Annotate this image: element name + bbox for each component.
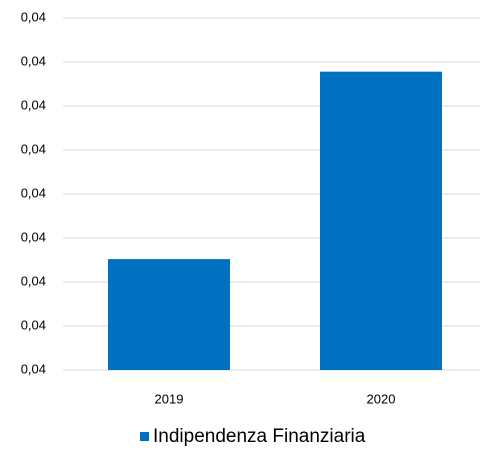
y-tick-label: 0,04 — [21, 9, 46, 24]
y-tick-label: 0,04 — [21, 97, 46, 112]
legend-label: Indipendenza Finanziaria — [153, 426, 366, 447]
y-tick-label: 0,04 — [21, 185, 46, 200]
y-tick-label: 0,04 — [21, 361, 46, 376]
y-tick-label: 0,04 — [21, 53, 46, 68]
x-tick-label: 2020 — [367, 391, 396, 406]
legend-swatch — [140, 432, 149, 441]
x-tick-label: 2019 — [155, 391, 184, 406]
bar — [320, 71, 442, 371]
y-tick-label: 0,04 — [21, 141, 46, 156]
y-tick-label: 0,04 — [21, 317, 46, 332]
y-tick-label: 0,04 — [21, 273, 46, 288]
bar — [108, 259, 230, 370]
y-tick-label: 0,04 — [21, 229, 46, 244]
